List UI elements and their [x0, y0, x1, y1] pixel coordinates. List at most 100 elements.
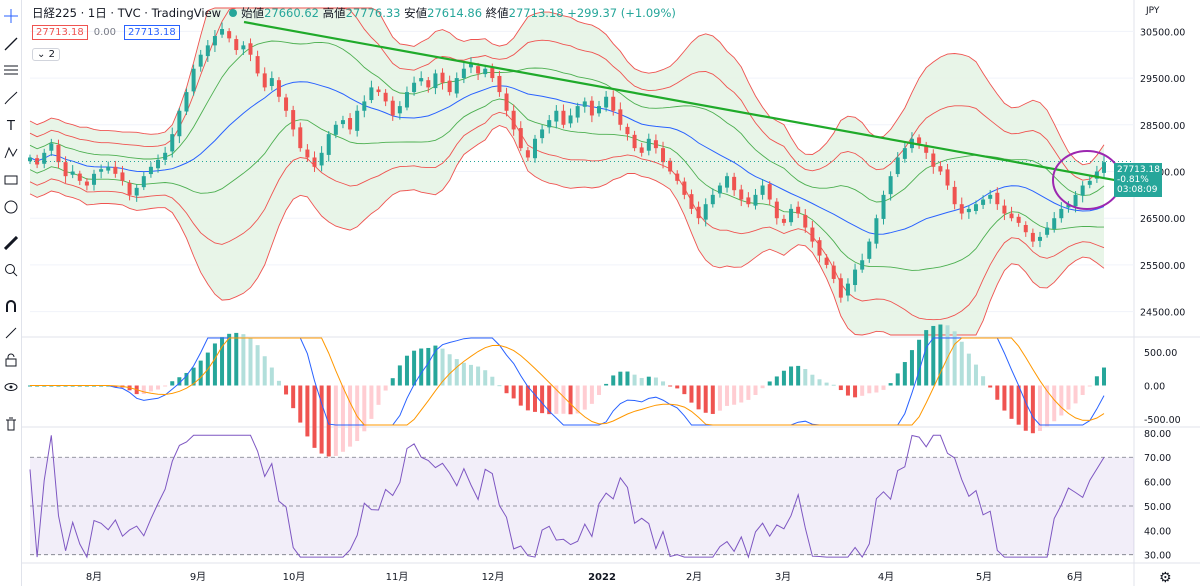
x-tick-label: 9月: [190, 571, 206, 583]
bid-box[interactable]: 27713.18: [32, 25, 88, 40]
macd-histogram-bar: [362, 385, 367, 432]
candle: [319, 152, 324, 166]
macd-histogram-bar: [426, 347, 431, 386]
candle: [177, 110, 182, 137]
macd-histogram-bar: [248, 338, 253, 386]
macd-histogram-bar: [191, 367, 196, 386]
text-icon[interactable]: T: [7, 118, 15, 134]
macd-histogram-bar: [789, 366, 794, 386]
trendline-icon[interactable]: [3, 36, 19, 52]
macd-histogram-bar: [198, 360, 203, 386]
macd-histogram-bar: [312, 385, 317, 448]
macd-histogram-bar: [404, 355, 409, 386]
y-tick-label: 30500.00: [1140, 27, 1185, 38]
high-value: 27776.33: [345, 6, 401, 20]
macd-histogram-bar: [497, 385, 502, 387]
candle: [212, 36, 217, 46]
x-tick-label: 6月: [1067, 571, 1083, 583]
gear-icon[interactable]: ⚙: [1159, 570, 1172, 586]
candle: [1052, 218, 1057, 229]
macd-histogram-bar: [1052, 385, 1057, 422]
macd-histogram-bar: [390, 378, 395, 386]
candle: [461, 68, 466, 79]
macd-histogram-bar: [1002, 385, 1007, 411]
macd-histogram-bar: [817, 379, 822, 386]
candle: [888, 176, 893, 195]
macd-histogram-bar: [184, 372, 189, 386]
candle: [710, 194, 715, 205]
pattern-icon[interactable]: [3, 145, 19, 161]
horizontal-lines-icon[interactable]: [3, 62, 19, 78]
candle: [881, 194, 886, 219]
candle: [84, 181, 89, 186]
candle: [511, 110, 516, 130]
ask-box[interactable]: 27713.18: [123, 25, 180, 40]
x-tick-label: 3月: [775, 571, 791, 583]
macd-histogram-bar: [575, 385, 580, 414]
candle: [1059, 208, 1064, 219]
macd-histogram-bar: [554, 385, 559, 414]
candle: [1094, 171, 1099, 179]
macd-histogram-bar: [774, 376, 779, 386]
macd-histogram-bar: [269, 367, 274, 386]
emoji-icon[interactable]: [3, 199, 19, 215]
candle: [1037, 236, 1042, 241]
macd-histogram-bar: [632, 374, 637, 386]
price-tag-countdown: 03:08:09: [1117, 185, 1158, 195]
candle: [99, 169, 104, 172]
x-tick-label: 2月: [686, 571, 702, 583]
forecast-icon[interactable]: [3, 172, 19, 188]
candle: [49, 143, 54, 151]
macd-histogram-bar: [298, 385, 303, 423]
candle: [703, 204, 708, 220]
macd-histogram-bar: [661, 381, 666, 386]
eye-icon[interactable]: [3, 379, 19, 395]
candle: [184, 92, 189, 112]
macd-histogram-bar: [725, 385, 730, 406]
macd-histogram-bar: [931, 325, 936, 386]
rsi-y-tick-label: 80.00: [1144, 429, 1171, 440]
chart-canvas[interactable]: 30500.00 29500.00 28500.00 27500.00 26500.00…: [22, 0, 1200, 586]
collapse-indicators-button[interactable]: ⌄ 2: [32, 48, 60, 61]
rsi-y-tick-label: 40.00: [1144, 526, 1171, 537]
candle: [625, 126, 630, 135]
macd-histogram-bar: [938, 324, 943, 386]
close-value: 27713.18: [508, 6, 564, 20]
magnet-icon[interactable]: [3, 298, 19, 314]
lock-icon[interactable]: [3, 352, 19, 368]
candle: [817, 240, 822, 256]
ruler-icon[interactable]: [3, 235, 19, 251]
crosshair-icon[interactable]: [3, 8, 19, 24]
candle: [447, 80, 452, 93]
macd-histogram-bar: [966, 353, 971, 386]
candle: [248, 43, 253, 55]
candle: [291, 110, 296, 130]
candle: [789, 208, 794, 223]
candle: [931, 153, 936, 167]
zoom-icon[interactable]: [3, 262, 19, 278]
macd-histogram-bar: [867, 385, 872, 394]
macd-histogram-bar: [710, 385, 715, 414]
candle: [170, 134, 175, 152]
candle: [575, 106, 580, 118]
macd-histogram-bar: [618, 371, 623, 386]
trash-icon[interactable]: [3, 416, 19, 432]
candle: [483, 68, 488, 75]
candle: [433, 73, 438, 89]
candle: [739, 189, 744, 200]
candle: [554, 110, 559, 122]
y-tick-label: 28500.00: [1140, 121, 1185, 132]
rsi-line: [29, 434, 1105, 559]
candle: [476, 66, 481, 74]
candle: [1087, 180, 1092, 185]
candle: [540, 129, 545, 139]
x-tick-label: 4月: [878, 571, 894, 583]
macd-histogram-bar: [653, 377, 658, 386]
macd-histogram-bar: [291, 385, 296, 409]
macd-histogram-bar: [1073, 385, 1078, 404]
brush-icon[interactable]: [3, 90, 19, 106]
lock-draw-icon[interactable]: [3, 325, 19, 341]
macd-histogram-bar: [589, 385, 594, 404]
macd-histogram-bar: [525, 385, 530, 411]
macd-histogram-bar: [348, 385, 353, 447]
